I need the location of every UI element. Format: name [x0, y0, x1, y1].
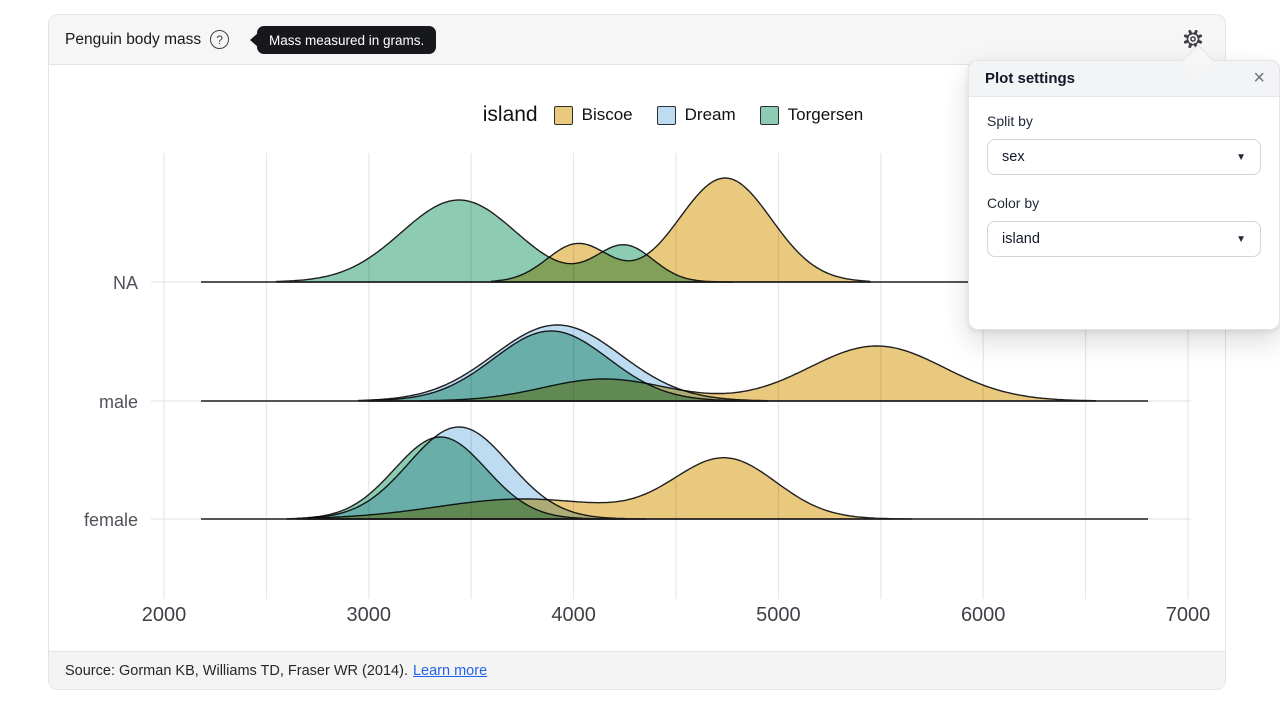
tooltip-arrow-icon [250, 33, 258, 47]
x-axis-tick-label: 5000 [756, 604, 801, 626]
legend-swatch-icon [759, 105, 779, 125]
legend-label: Dream [684, 105, 736, 124]
panel-title: Plot settings [985, 70, 1076, 87]
legend-label: Biscoe [581, 105, 633, 124]
card-header: Penguin body mass ? Mass measured in gra… [49, 15, 1225, 65]
x-axis-tick-label: 2000 [142, 604, 187, 626]
x-axis-tick-label: 6000 [961, 604, 1006, 626]
panel-body: Split by sex ▼ Color by island ▼ [969, 97, 1279, 293]
dropdown-caret-icon: ▼ [1236, 233, 1246, 245]
density-curve-torgersen [275, 199, 734, 283]
dropdown-caret-icon: ▼ [1236, 151, 1246, 163]
card-footer: Source: Gorman KB, Williams TD, Fraser W… [49, 651, 1225, 689]
legend-title: island [482, 103, 538, 126]
legend-item: Biscoe [553, 105, 633, 125]
legend-label: Torgersen [787, 105, 864, 124]
tooltip-text: Mass measured in grams. [269, 32, 425, 48]
page-title: Penguin body mass [65, 30, 202, 48]
source-text: Source: Gorman KB, Williams TD, Fraser W… [65, 662, 408, 679]
split-by-value: sex [1002, 149, 1025, 165]
split-by-select[interactable]: sex ▼ [987, 139, 1261, 175]
plot-settings-panel: Plot settings × Split by sex ▼ Color by … [968, 60, 1280, 330]
x-axis-tick-label: 4000 [551, 604, 596, 626]
tooltip: Mass measured in grams. [250, 26, 437, 54]
legend-swatch-icon [656, 105, 676, 125]
x-axis-tick-label: 3000 [347, 604, 392, 626]
y-axis-label: female [84, 510, 138, 530]
density-curve-torgersen [296, 436, 626, 520]
chart-legend: island Biscoe Dream Torgersen [85, 103, 1261, 127]
color-by-value: island [1002, 231, 1040, 247]
ridgeline-svg: NA male female 2000 3000 4000 5000 6000 7000 [84, 153, 1211, 626]
legend-item: Torgersen [759, 105, 864, 125]
color-by-label: Color by [987, 195, 1040, 211]
density-curve-torgersen [368, 330, 739, 402]
y-axis-label: NA [113, 273, 138, 293]
x-axis-tick-label: 7000 [1166, 604, 1211, 626]
learn-more-link[interactable]: Learn more [412, 662, 488, 679]
split-by-label: Split by [987, 113, 1033, 129]
panel-header: Plot settings × [969, 61, 1279, 97]
density-curve-biscoe [491, 177, 872, 283]
legend-swatch-icon [553, 105, 573, 125]
close-icon[interactable]: × [1249, 64, 1269, 92]
help-circle-icon[interactable]: ? [210, 30, 230, 49]
y-axis-label: male [99, 392, 138, 412]
legend-item: Dream [656, 105, 736, 125]
color-by-select[interactable]: island ▼ [987, 221, 1261, 257]
